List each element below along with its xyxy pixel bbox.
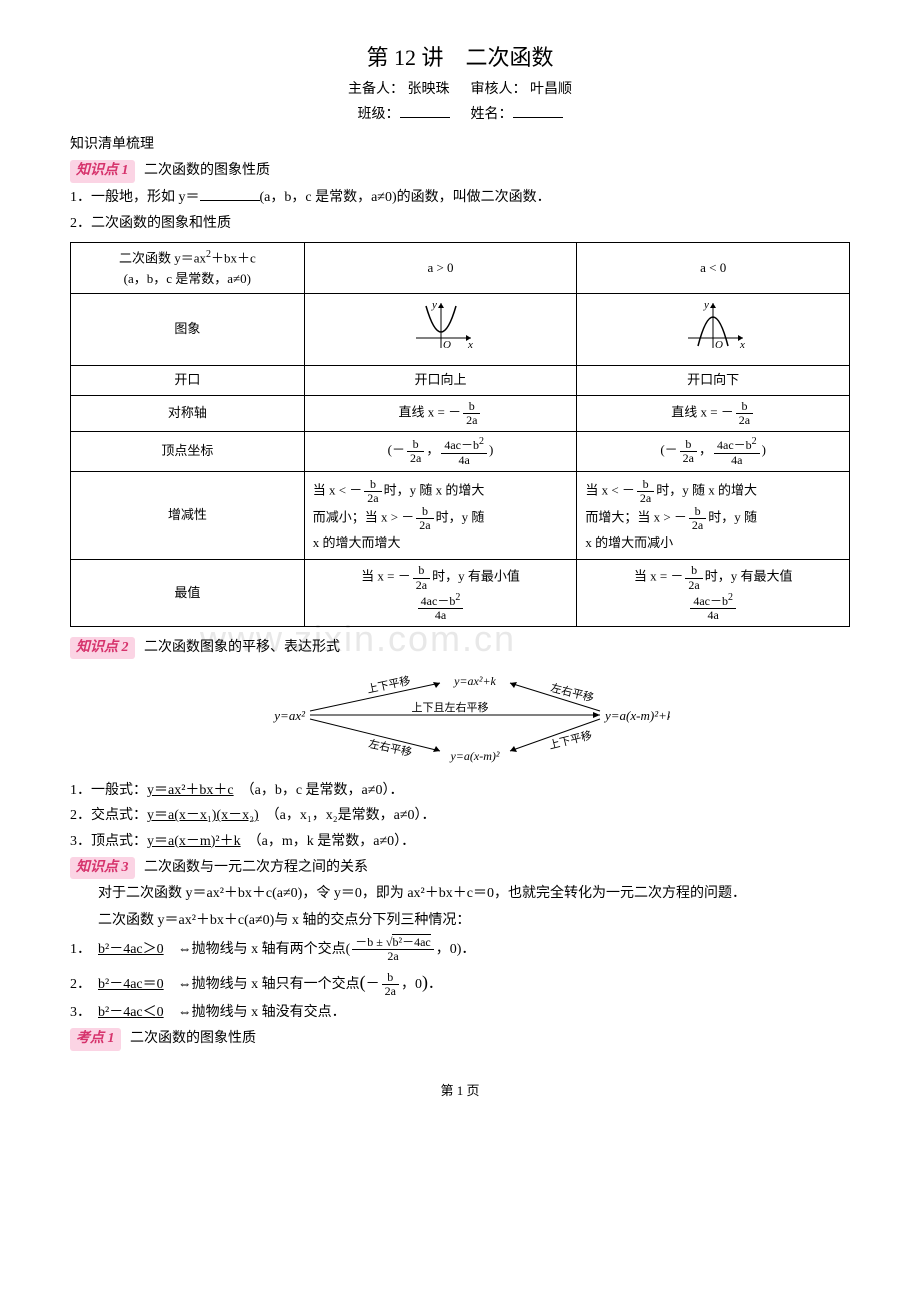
open-down: 开口向下	[577, 366, 850, 396]
row-mono-label: 增减性	[71, 471, 305, 560]
svg-text:上下平移: 上下平移	[366, 675, 412, 697]
kp-badge-3: 知识点 3	[70, 857, 135, 879]
svg-text:y: y	[431, 299, 437, 311]
disc-1: 1． b²－4ac＞0 ⇔抛物线与 x 轴有两个交点(－b ± √b²－4ac2…	[70, 936, 850, 963]
name-blank	[513, 104, 563, 118]
th-aneg: a < 0	[577, 242, 850, 294]
kp3-p2: 二次函数 y＝ax²＋bx＋c(a≠0)与 x 轴的交点分下列三种情况：	[70, 910, 850, 932]
ex1-title: 二次函数的图象性质	[130, 1031, 256, 1046]
disc-2: 2． b²－4ac＝0 ⇔抛物线与 x 轴只有一个交点(－b2a，0)．	[70, 968, 850, 998]
kp-badge-1: 知识点 1	[70, 160, 135, 182]
prepared-by: 张映珠	[408, 82, 450, 97]
row-vertex-label: 顶点坐标	[71, 432, 305, 471]
vertex-pos: (－b2a，4ac－b24a)	[304, 432, 577, 471]
svg-text:左右平移: 左右平移	[549, 681, 595, 705]
page-footer: 第 1 页	[70, 1081, 850, 1102]
graph-up: x y O	[304, 294, 577, 366]
shift-diagram: y=ax² y=ax²+k y=a(x-m)² y=a(x-m)²+k 上下平移…	[70, 665, 850, 773]
blank-formula	[200, 187, 260, 201]
svg-text:x: x	[467, 339, 473, 351]
kp3-head: 知识点 3 二次函数与一元二次方程之间的关系	[70, 857, 850, 879]
svg-text:O: O	[443, 339, 451, 351]
axis-neg: 直线 x = －b2a	[577, 396, 850, 432]
svg-text:x: x	[739, 339, 745, 351]
reviewer-label: 审核人：	[471, 82, 527, 97]
name-label: 姓名：	[471, 107, 513, 122]
properties-table: 二次函数 y＝ax2＋bx＋c(a，b，c 是常数，a≠0) a > 0 a <…	[70, 242, 850, 628]
svg-text:上下且左右平移: 上下且左右平移	[412, 700, 489, 714]
row-open-label: 开口	[71, 366, 305, 396]
reviewer: 叶昌顺	[530, 82, 572, 97]
general-form: y＝ax²＋bx＋c	[147, 783, 234, 798]
kp1-title: 二次函数的图象性质	[144, 163, 270, 178]
row-axis-label: 对称轴	[71, 396, 305, 432]
author-line: 主备人： 张映珠 审核人： 叶昌顺	[70, 79, 850, 101]
vertex-neg: (－b2a，4ac－b24a)	[577, 432, 850, 471]
kp3-title: 二次函数与一元二次方程之间的关系	[144, 860, 368, 875]
axis-pos: 直线 x = －b2a	[304, 396, 577, 432]
svg-text:左右平移: 左右平移	[367, 737, 413, 760]
ex1-head: 考点 1 二次函数的图象性质	[70, 1028, 850, 1050]
kp-badge-2: 知识点 2	[70, 637, 135, 659]
open-up: 开口向上	[304, 366, 577, 396]
forms-block: 1．一般式：y＝ax²＋bx＋c （a，b，c 是常数，a≠0）． 2．交点式：…	[70, 780, 850, 853]
kp1-p1: 1．一般地，形如 y＝(a，b，c 是常数，a≠0)的函数，叫做二次函数．	[70, 187, 850, 209]
vertex-form: y＝a(x－m)²＋k	[147, 834, 241, 849]
row-image-label: 图象	[71, 294, 305, 366]
kp3-p1: 对于二次函数 y＝ax²＋bx＋c(a≠0)，令 y＝0，即为 ax²＋bx＋c…	[70, 883, 850, 905]
svg-text:y: y	[703, 299, 709, 311]
mono-neg: 当 x < －b2a时，y 随 x 的增大而增大；当 x > －b2a时，y 随…	[577, 471, 850, 560]
svg-text:上下平移: 上下平移	[548, 729, 594, 752]
intercept-form: y＝a(x－x₁)(x－x₂)	[147, 808, 259, 823]
svg-text:O: O	[715, 339, 723, 351]
th-apos: a > 0	[304, 242, 577, 294]
ext-pos: 当 x = －b2a时，y 有最小值4ac－b24a	[304, 560, 577, 627]
disc-3: 3． b²－4ac＜0 ⇔抛物线与 x 轴没有交点．	[70, 1002, 850, 1024]
svg-text:y=a(x-m)²+k: y=a(x-m)²+k	[603, 708, 670, 723]
ext-neg: 当 x = －b2a时，y 有最大值4ac－b24a	[577, 560, 850, 627]
svg-text:y=ax²+k: y=ax²+k	[453, 674, 496, 688]
mono-pos: 当 x < －b2a时，y 随 x 的增大而减小；当 x > －b2a时，y 随…	[304, 471, 577, 560]
th-func: 二次函数 y＝ax2＋bx＋c(a，b，c 是常数，a≠0)	[71, 242, 305, 294]
kp1-p2: 2．二次函数的图象和性质	[70, 213, 850, 235]
class-blank	[400, 104, 450, 118]
prepared-by-label: 主备人：	[348, 82, 404, 97]
graph-down: x y O	[577, 294, 850, 366]
kp2-title: 二次函数图象的平移、表达形式	[144, 640, 340, 655]
svg-text:y=ax²: y=ax²	[272, 708, 306, 723]
kp2-head: 知识点 2 二次函数图象的平移、表达形式	[70, 637, 850, 659]
row-ext-label: 最值	[71, 560, 305, 627]
svg-text:y=a(x-m)²: y=a(x-m)²	[449, 749, 499, 763]
outline-label: 知识清单梳理	[70, 134, 850, 156]
page-title: 第 12 讲 二次函数	[70, 40, 850, 75]
kp1-head: 知识点 1 二次函数的图象性质	[70, 160, 850, 182]
class-label: 班级：	[358, 107, 400, 122]
class-line: 班级： 姓名：	[70, 104, 850, 126]
exam-badge-1: 考点 1	[70, 1028, 121, 1050]
